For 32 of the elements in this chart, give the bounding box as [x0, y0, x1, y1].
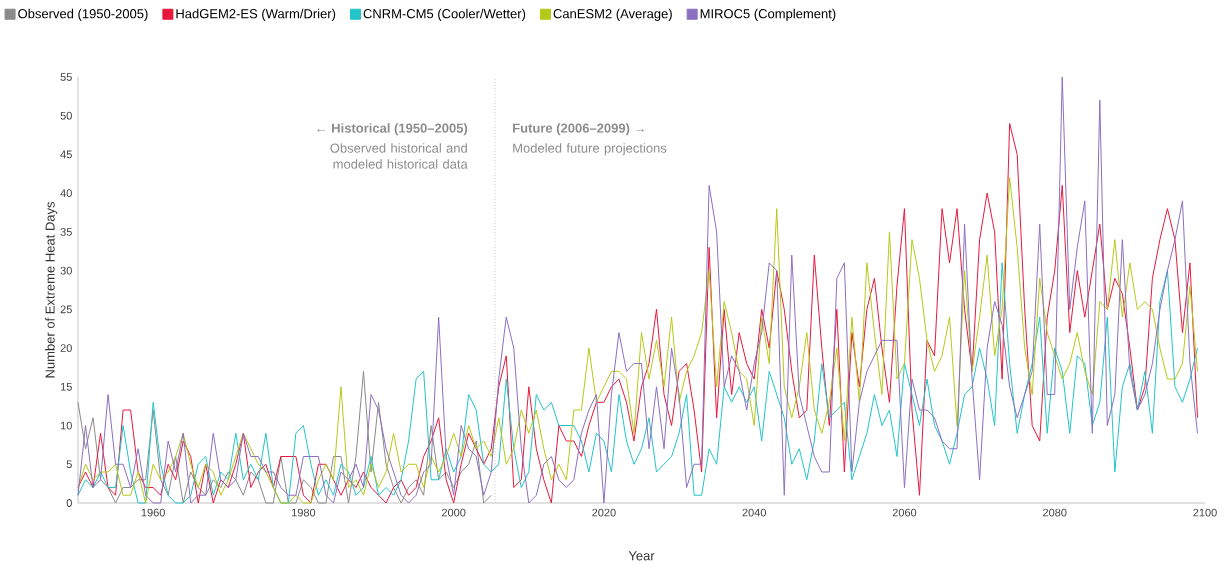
- x-tick-label: 1960: [141, 508, 165, 517]
- y-tick-label: 25: [60, 305, 72, 314]
- annotation: Modeled future projections: [513, 143, 667, 156]
- y-tick-label: 55: [60, 73, 72, 81]
- x-tick-label: 2100: [1193, 508, 1217, 517]
- annotation: Future (2006–2099) →: [513, 123, 644, 136]
- x-tick-label: 1980: [292, 508, 316, 517]
- line-series: [77, 370, 492, 504]
- y-tick-label: 10: [60, 421, 72, 430]
- y-tick-label: 40: [60, 189, 72, 198]
- annotation: ← Historical (1950–2005): [317, 123, 468, 136]
- legend-label: HadGEM2-ES (Warm/Drier): [176, 8, 336, 21]
- x-tick-label: 2000: [441, 508, 466, 517]
- x-tick-label: 2060: [892, 508, 917, 517]
- legend-label: MIROC5 (Complement): [700, 8, 836, 21]
- y-tick-label: 30: [60, 266, 72, 275]
- y-tick-label: 5: [66, 460, 72, 469]
- x-axis-title: Year: [628, 551, 655, 561]
- y-tick-label: 0: [66, 499, 72, 507]
- y-tick-label: 45: [60, 150, 72, 159]
- y-tick-label: 20: [60, 344, 72, 352]
- legend-label: CanESM2 (Average): [553, 8, 672, 21]
- x-tick-label: 2020: [592, 508, 616, 517]
- legend-label: CNRM-CM5 (Cooler/Wetter): [363, 8, 526, 21]
- y-axis-title: Number of Extreme Heat Days: [45, 201, 58, 378]
- x-tick-label: 2040: [742, 508, 766, 517]
- legend-label: Observed (1950-2005): [18, 8, 148, 21]
- y-tick-label: 35: [60, 228, 72, 236]
- y-tick-label: 15: [60, 382, 72, 391]
- x-tick-label: 2080: [1043, 508, 1067, 517]
- y-tick-label: 50: [60, 111, 72, 120]
- annotation: Observed historical and modeled historical data: [330, 143, 468, 169]
